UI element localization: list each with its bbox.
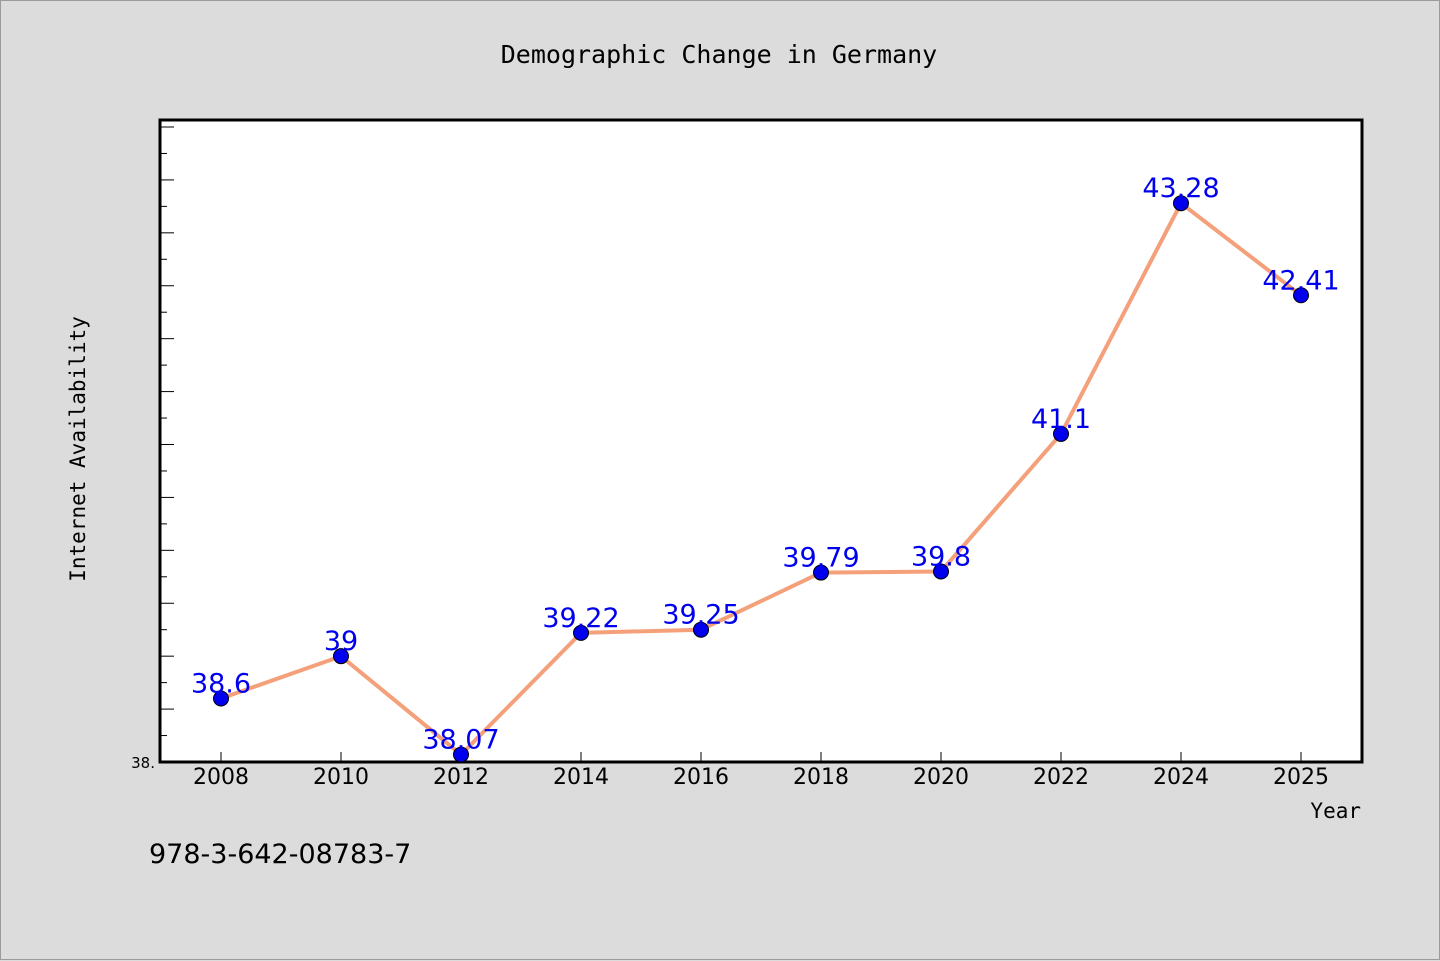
x-tick-label: 2018 [793, 765, 849, 790]
data-markers [213, 195, 1309, 763]
data-labels: 38.6 39 38.07 39.22 39.25 39.79 39.8 41.1 43.28 4… [191, 173, 1340, 755]
x-tick-label: 2010 [313, 765, 369, 790]
x-tick-label: 2012 [433, 765, 489, 790]
y-axis-label: Internet Availability [66, 316, 90, 582]
x-axis-label: Year [1310, 799, 1361, 823]
x-tick-label: 2024 [1153, 765, 1209, 790]
chart-title: Demographic Change in Germany [501, 40, 938, 69]
data-label: 39 [324, 626, 358, 657]
x-tick-label: 2014 [553, 765, 609, 790]
x-tick-label: 2008 [193, 765, 249, 790]
data-label: 39.22 [542, 603, 619, 634]
data-label: 42.41 [1262, 265, 1339, 296]
data-point [1293, 287, 1309, 304]
y-tick-label: 38. [131, 754, 155, 772]
data-label: 41.1 [1031, 404, 1091, 435]
data-point [1173, 195, 1189, 212]
data-point [933, 563, 949, 580]
data-point [693, 621, 709, 638]
plot-area [158, 118, 1364, 764]
x-tick-label: 2020 [913, 765, 969, 790]
data-label: 39.79 [782, 543, 859, 574]
data-label: 39.8 [911, 542, 971, 573]
data-point [1053, 425, 1069, 442]
data-label: 38.07 [422, 725, 499, 756]
x-tick-labels: 2008 2010 2012 2014 2016 2018 2020 2022 2024 2025 [193, 765, 1329, 790]
data-point [573, 624, 589, 641]
data-point [813, 564, 829, 581]
y-axis-ticks [160, 126, 174, 763]
x-tick-label: 2025 [1273, 765, 1329, 790]
x-tick-label: 2016 [673, 765, 729, 790]
data-label: 39.25 [662, 600, 739, 631]
data-point [333, 648, 349, 665]
data-label: 38.6 [191, 669, 251, 700]
data-label: 43.28 [1142, 173, 1219, 204]
footer-code: 978-3-642-08783-7 [149, 839, 411, 870]
data-point [453, 746, 469, 763]
x-tick-label: 2022 [1033, 765, 1089, 790]
x-axis-ticks [220, 752, 1302, 762]
series-line [220, 201, 1303, 757]
data-point [213, 690, 229, 707]
